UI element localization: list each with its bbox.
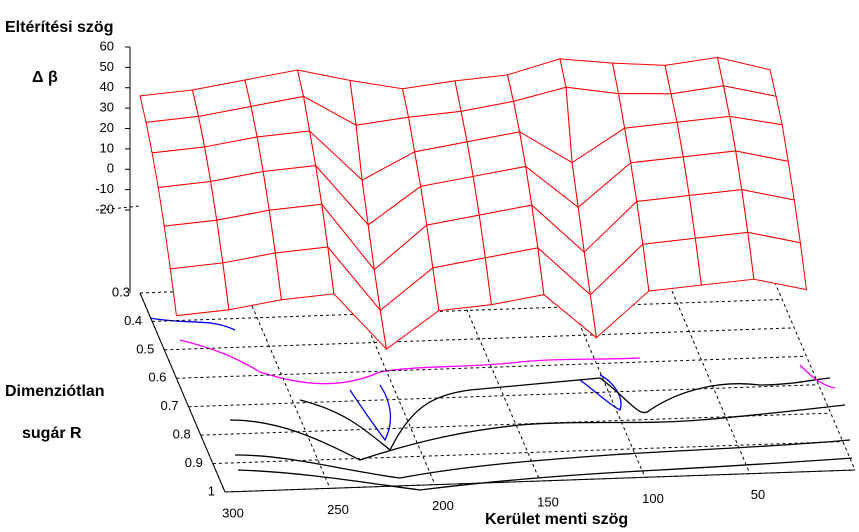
surface-cell (484, 247, 545, 306)
grid-line (769, 270, 856, 471)
z-tick-label: 50 (100, 59, 114, 74)
contour (229, 404, 846, 461)
surface-cell (256, 130, 317, 173)
z-tick-label: -20 (95, 201, 114, 216)
surface-cell (268, 203, 329, 254)
x-tick-label: 150 (537, 494, 559, 509)
surface-cell (169, 262, 230, 317)
surface-cell (401, 80, 462, 118)
x-tick-label: 100 (642, 491, 664, 506)
z-axis-symbol: Δ β (32, 69, 58, 86)
surface-cell (676, 115, 737, 158)
y-tick-label: 0.8 (173, 427, 191, 442)
surface-cell (145, 115, 206, 154)
surface-cell (747, 231, 808, 291)
grid-line (212, 441, 843, 465)
surface-cell (642, 237, 702, 292)
z-tick-label: 30 (100, 100, 114, 115)
y-tick-label: 0.7 (160, 398, 178, 413)
grid-line (244, 289, 331, 489)
contour (149, 317, 236, 331)
y-axis-title: sugár R (22, 425, 82, 442)
surface-cell (636, 194, 696, 245)
z-axis-title: Eltérítési szög (5, 19, 113, 36)
surface-cell (682, 150, 743, 197)
x-axis-title: Kerület menti szög (485, 511, 628, 528)
surface-cell (157, 180, 218, 227)
contour (179, 339, 641, 385)
y-tick-label: 0.9 (185, 455, 203, 470)
y-tick-label: 0.5 (136, 341, 154, 356)
floor-contours (149, 317, 853, 491)
contour (349, 384, 392, 442)
contour (799, 364, 836, 389)
x-tick-label: 250 (327, 502, 349, 517)
surface-cell (274, 246, 335, 301)
z-floor-dashed (99, 205, 141, 211)
surface-cell (151, 146, 212, 188)
grid-line (664, 274, 751, 474)
y-tick-label: 0.3 (112, 284, 130, 299)
z-tick-label: -10 (95, 181, 114, 196)
y-tick-label: 0.6 (148, 370, 166, 385)
surface-cell (688, 189, 749, 239)
grid-line (454, 281, 541, 482)
contour (237, 457, 853, 491)
surface-cell (630, 156, 690, 203)
x-tick-label: 50 (751, 487, 765, 502)
grid-line (188, 384, 819, 408)
surface-cell (432, 257, 492, 312)
y-tick-label: 0.4 (124, 313, 142, 328)
surface-cell (611, 62, 672, 95)
surface-cell (624, 121, 684, 164)
surface-cell (222, 252, 282, 311)
grid-line (139, 292, 226, 493)
z-tick-label: 10 (100, 140, 114, 155)
surface-cell (694, 231, 755, 286)
y-axis-title: Dimenziótlan (5, 383, 105, 400)
contour (299, 377, 831, 452)
z-tick-label: 0 (107, 161, 114, 176)
z-tick-label: 60 (100, 38, 114, 53)
z-tick-label: 40 (100, 79, 114, 94)
z-tick-label: 20 (100, 120, 114, 135)
surface-cell (163, 219, 224, 270)
contour (234, 439, 851, 479)
y-tick-label: 1 (208, 483, 215, 498)
x-tick-label: 200 (432, 498, 454, 513)
x-tick-label: 300 (222, 505, 244, 520)
contour (579, 374, 622, 411)
surface-cell (262, 165, 323, 211)
